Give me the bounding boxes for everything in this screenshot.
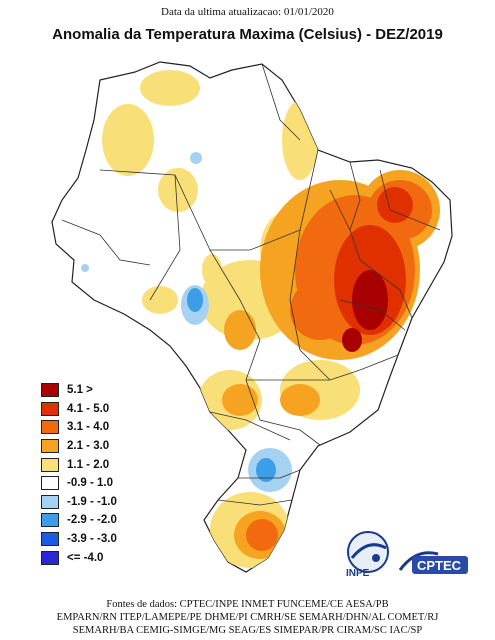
state-borders — [61, 63, 441, 506]
legend-label: -3.9 - -3.0 — [67, 533, 117, 546]
legend-swatch — [41, 550, 59, 565]
legend-label: 2.1 - 3.0 — [67, 440, 110, 453]
anomaly-dark-red-areas — [342, 270, 388, 352]
legend-item: -0.9 - 1.0 — [41, 474, 117, 493]
map-title: Anomalia da Temperatura Maxima (Celsius)… — [52, 26, 443, 43]
legend-label: -2.9 - -2.0 — [67, 514, 117, 527]
legend-label: <= -4.0 — [67, 551, 104, 564]
legend-swatch — [41, 439, 59, 454]
source-line: Fontes de dados: CPTEC/INPE INMET FUNCEM… — [106, 599, 389, 610]
inpe-logo-text: INPE — [346, 568, 370, 579]
legend-label: -1.9 - -1.0 — [67, 495, 117, 508]
legend-label: 3.1 - 4.0 — [67, 421, 110, 434]
legend-label: -0.9 - 1.0 — [67, 477, 114, 490]
legend-swatch — [41, 401, 59, 416]
source-line: EMPARN/RN ITEP/LAMEPE/PE DHME/PI CMRH/SE… — [56, 612, 439, 623]
legend-swatch — [41, 420, 59, 435]
legend-label: 5.1 > — [67, 384, 93, 397]
legend-item: 1.1 - 2.0 — [41, 455, 117, 474]
source-line: SEMARH/BA CEMIG-SIMGE/MG SEAG/ES SIMEPAR… — [72, 625, 423, 636]
inpe-logo: INPE — [346, 531, 389, 579]
data-sources: Fontes de dados: CPTEC/INPE INMET FUNCEM… — [0, 598, 495, 637]
legend-swatch — [41, 494, 59, 509]
legend-swatch — [41, 476, 59, 491]
legend-item: -2.9 - -2.0 — [41, 511, 117, 530]
legend-label: 4.1 - 5.0 — [67, 402, 110, 415]
legend: 5.1 > 4.1 - 5.0 3.1 - 4.0 2.1 - 3.0 1.1 - 2.… — [41, 381, 117, 567]
legend-item: <= -4.0 — [41, 548, 117, 567]
legend-swatch — [41, 532, 59, 547]
legend-item: 2.1 - 3.0 — [41, 437, 117, 456]
legend-item: 3.1 - 4.0 — [41, 418, 117, 437]
legend-label: 1.1 - 2.0 — [67, 458, 110, 471]
legend-item: -3.9 - -3.0 — [41, 530, 117, 549]
legend-swatch — [41, 383, 59, 398]
update-date: Data da ultima atualizacao: 01/01/2020 — [161, 6, 334, 18]
legend-swatch — [41, 513, 59, 528]
legend-item: 5.1 > — [41, 381, 117, 400]
cptec-logo-text: CPTEC — [417, 558, 462, 573]
legend-swatch — [41, 457, 59, 472]
cptec-logo: CPTEC — [398, 551, 468, 574]
legend-item: 4.1 - 5.0 — [41, 400, 117, 419]
legend-item: -1.9 - -1.0 — [41, 493, 117, 512]
anomaly-blue-areas — [81, 152, 292, 492]
